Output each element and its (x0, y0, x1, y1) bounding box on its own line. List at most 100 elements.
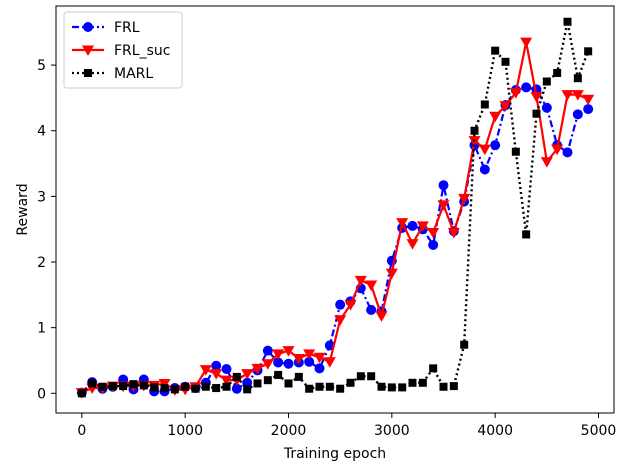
data-point-frl-suc (365, 280, 378, 291)
data-point-frl-suc (478, 144, 491, 156)
data-point-frl-suc (272, 349, 285, 360)
data-point-marl (367, 372, 376, 381)
x-tick-label: 5000 (581, 423, 617, 439)
data-point-frl-suc (437, 200, 450, 211)
data-point-frl-suc (303, 349, 316, 360)
legend-label: FRL (114, 20, 140, 36)
data-point-frl (335, 299, 346, 310)
data-point-marl (253, 379, 262, 388)
data-point-frl-suc (199, 365, 212, 376)
data-point-frl-suc (282, 346, 295, 357)
series-line-frl-suc (81, 40, 589, 394)
data-point-frl-suc (551, 144, 564, 156)
data-point-frl-suc (375, 311, 388, 322)
series-points-frl (76, 82, 594, 398)
data-point-frl (479, 164, 490, 175)
data-point-marl (191, 384, 200, 393)
x-axis-label: Training epoch (283, 446, 386, 462)
data-point-marl (232, 372, 241, 381)
data-point-frl-suc (458, 193, 471, 205)
data-point-marl (150, 383, 159, 392)
data-point-marl (98, 382, 107, 391)
data-point-frl-suc (530, 92, 543, 103)
data-point-marl (491, 46, 500, 55)
data-point-frl-suc (292, 354, 305, 365)
x-tick-label: 0 (77, 423, 86, 439)
x-tick-label: 3000 (374, 423, 410, 439)
data-point-marl (532, 109, 541, 118)
data-point-frl (438, 180, 449, 191)
data-point-marl (170, 385, 179, 394)
data-point-frl (273, 357, 284, 368)
data-point-frl (211, 360, 222, 371)
legend-label: FRL_suc (114, 43, 170, 59)
data-point-frl (262, 345, 273, 356)
data-point-marl (429, 364, 438, 373)
data-point-marl (439, 382, 448, 391)
data-point-marl (573, 74, 582, 83)
data-point-frl (407, 220, 418, 231)
data-point-marl (449, 382, 458, 391)
data-point-frl-suc (561, 90, 574, 101)
data-point-frl (521, 82, 532, 93)
data-point-marl (563, 17, 572, 26)
data-point-marl (522, 230, 531, 239)
x-tick-label: 1000 (167, 423, 203, 439)
data-point-marl (263, 376, 272, 385)
legend-swatch-marker (82, 45, 94, 56)
data-point-frl-suc (251, 363, 264, 375)
data-point-frl-suc (210, 369, 223, 380)
data-point-marl (398, 383, 407, 392)
data-point-frl-suc (489, 111, 502, 123)
y-tick-label: 1 (37, 321, 46, 337)
data-point-frl (366, 304, 377, 315)
data-point-frl (541, 102, 552, 113)
data-point-marl (584, 47, 593, 56)
data-point-frl (428, 239, 439, 250)
data-point-marl (222, 382, 231, 391)
data-point-marl (212, 384, 221, 393)
data-point-frl-suc (416, 221, 429, 232)
plot-frame (55, 5, 615, 414)
data-point-frl-suc (261, 359, 274, 370)
data-point-frl-suc (396, 218, 409, 229)
data-point-marl (274, 370, 283, 379)
data-point-frl-suc (313, 352, 326, 364)
data-point-frl (314, 363, 325, 374)
y-tick-label: 4 (37, 124, 46, 140)
data-point-frl (562, 147, 573, 158)
x-tick-label: 4000 (477, 423, 513, 439)
legend-entry-frl-suc: FRL_suc (72, 43, 170, 59)
data-point-marl (542, 77, 551, 86)
data-point-marl (243, 385, 252, 394)
data-point-marl (460, 340, 469, 349)
data-point-marl (284, 379, 293, 388)
data-point-marl (88, 379, 97, 388)
legend-label: MARL (114, 66, 153, 82)
data-point-frl-suc (344, 300, 357, 311)
data-point-marl (408, 378, 417, 387)
legend-swatch-marker (84, 69, 92, 77)
data-point-frl-suc (571, 90, 584, 101)
data-point-marl (108, 382, 117, 391)
data-point-frl-suc (509, 88, 522, 99)
data-point-frl-suc (582, 94, 595, 106)
data-point-marl (315, 382, 324, 391)
data-point-frl-suc (220, 375, 233, 387)
data-point-frl (304, 356, 315, 367)
data-point-frl-suc (385, 268, 398, 280)
data-point-frl-suc (354, 275, 367, 287)
data-point-frl-suc (427, 227, 440, 239)
axes: 0 1000 2000 3000 4000 5000 0 1 2 3 4 5 (37, 5, 617, 439)
data-point-marl (305, 384, 314, 393)
data-point-marl (377, 382, 386, 391)
data-point-frl-suc (323, 357, 336, 368)
data-point-frl-suc (334, 315, 347, 326)
data-point-frl-suc (406, 239, 419, 250)
data-point-frl-suc (540, 157, 553, 168)
data-point-frl (283, 358, 294, 369)
data-point-marl (181, 382, 190, 391)
y-axis-label: Reward (15, 183, 31, 235)
legend-entry-frl: FRL (72, 20, 140, 36)
data-point-frl-suc (241, 369, 254, 380)
